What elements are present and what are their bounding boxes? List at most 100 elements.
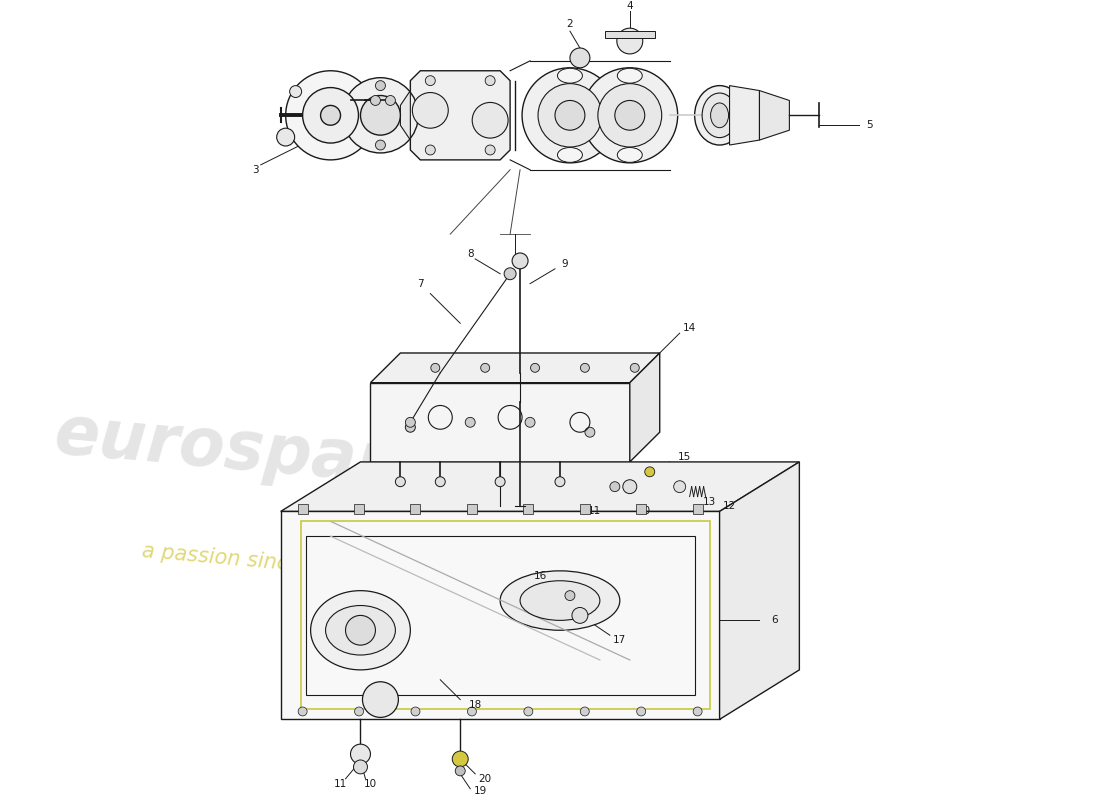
Circle shape: [481, 363, 490, 372]
Circle shape: [320, 106, 341, 126]
Polygon shape: [636, 505, 646, 514]
Circle shape: [598, 84, 662, 147]
Polygon shape: [630, 353, 660, 462]
Polygon shape: [693, 505, 703, 514]
Ellipse shape: [310, 590, 410, 670]
Ellipse shape: [558, 68, 582, 83]
Circle shape: [485, 145, 495, 155]
Text: 18: 18: [469, 699, 482, 710]
Circle shape: [411, 707, 420, 716]
Circle shape: [617, 28, 642, 54]
Circle shape: [609, 482, 619, 492]
Ellipse shape: [694, 86, 745, 145]
Polygon shape: [524, 505, 534, 514]
Circle shape: [406, 422, 416, 432]
Circle shape: [637, 707, 646, 716]
Circle shape: [630, 363, 639, 372]
Ellipse shape: [500, 571, 619, 630]
Circle shape: [472, 102, 508, 138]
Polygon shape: [410, 505, 420, 514]
Circle shape: [556, 477, 565, 486]
Circle shape: [570, 48, 590, 68]
Text: 15: 15: [678, 452, 691, 462]
Ellipse shape: [617, 68, 642, 83]
Polygon shape: [280, 462, 800, 511]
Circle shape: [556, 101, 585, 130]
Circle shape: [363, 682, 398, 718]
Text: 14: 14: [683, 323, 696, 334]
Circle shape: [289, 86, 301, 98]
Circle shape: [375, 81, 385, 90]
Circle shape: [277, 128, 295, 146]
Circle shape: [581, 363, 590, 372]
Circle shape: [395, 477, 406, 486]
Text: 10: 10: [364, 778, 377, 789]
Text: 17: 17: [613, 635, 626, 645]
Text: 11: 11: [588, 506, 602, 517]
Text: 5: 5: [866, 120, 872, 130]
Ellipse shape: [617, 147, 642, 162]
Circle shape: [412, 93, 449, 128]
Circle shape: [361, 95, 400, 135]
Polygon shape: [719, 462, 800, 719]
Text: 7: 7: [417, 278, 424, 289]
Circle shape: [406, 418, 416, 427]
Circle shape: [302, 87, 359, 143]
Circle shape: [530, 363, 539, 372]
Circle shape: [572, 607, 587, 623]
Ellipse shape: [702, 93, 737, 138]
Ellipse shape: [326, 606, 395, 655]
Circle shape: [504, 268, 516, 280]
Polygon shape: [410, 70, 510, 160]
Circle shape: [468, 707, 476, 716]
Circle shape: [495, 477, 505, 486]
Text: 1: 1: [517, 259, 524, 269]
Circle shape: [565, 590, 575, 601]
Polygon shape: [371, 382, 630, 462]
Polygon shape: [759, 90, 790, 140]
Polygon shape: [466, 505, 477, 514]
Circle shape: [582, 68, 678, 163]
Circle shape: [426, 76, 436, 86]
Circle shape: [452, 751, 469, 767]
Text: 12: 12: [723, 502, 736, 511]
Text: 20: 20: [478, 774, 492, 784]
Circle shape: [581, 707, 590, 716]
Circle shape: [524, 707, 532, 716]
Polygon shape: [580, 505, 590, 514]
Circle shape: [513, 253, 528, 269]
Circle shape: [298, 707, 307, 716]
Text: 2: 2: [566, 19, 573, 30]
Polygon shape: [354, 505, 364, 514]
Circle shape: [286, 70, 375, 160]
Text: 9: 9: [562, 259, 569, 269]
Circle shape: [525, 418, 535, 427]
Circle shape: [623, 480, 637, 494]
Polygon shape: [605, 31, 654, 38]
Circle shape: [375, 140, 385, 150]
Circle shape: [645, 467, 654, 477]
Text: eurospares: eurospares: [52, 401, 476, 503]
Text: 4: 4: [627, 2, 634, 11]
Circle shape: [673, 481, 685, 493]
Circle shape: [342, 78, 418, 153]
Circle shape: [585, 427, 595, 437]
Polygon shape: [729, 86, 759, 145]
Polygon shape: [280, 511, 719, 719]
Text: 8: 8: [466, 249, 473, 259]
Ellipse shape: [711, 103, 728, 128]
Ellipse shape: [520, 581, 600, 620]
Circle shape: [465, 418, 475, 427]
Text: 16: 16: [534, 570, 547, 581]
Circle shape: [345, 615, 375, 645]
Text: 3: 3: [252, 165, 260, 174]
Circle shape: [485, 76, 495, 86]
Circle shape: [385, 95, 395, 106]
Circle shape: [538, 84, 602, 147]
Polygon shape: [298, 505, 308, 514]
Circle shape: [431, 363, 440, 372]
Text: 10: 10: [638, 506, 651, 517]
Circle shape: [522, 68, 618, 163]
Text: 13: 13: [703, 497, 716, 506]
Circle shape: [426, 145, 436, 155]
